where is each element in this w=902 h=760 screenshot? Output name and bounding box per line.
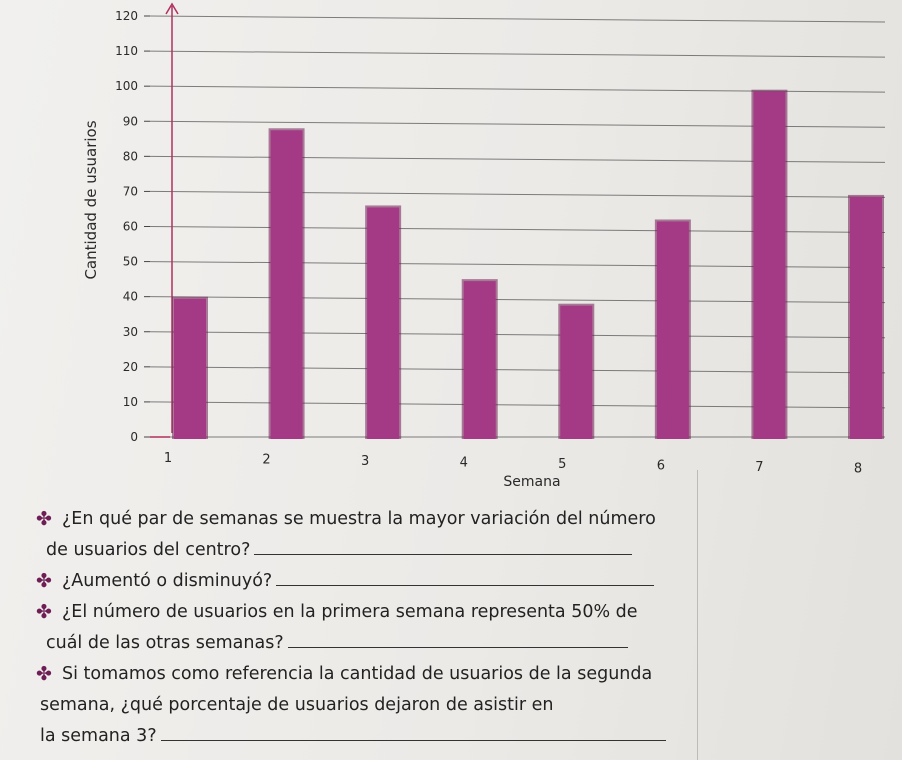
x-tick-label: 7 [755, 460, 763, 475]
question-text: cuál de las otras semanas? [46, 633, 284, 653]
bar [174, 298, 206, 439]
y-tick-label: 30 [123, 325, 138, 339]
y-tick-label: 0 [130, 430, 138, 444]
x-tick-label: 1 [164, 451, 172, 466]
answer-blank[interactable] [254, 553, 633, 555]
answer-blank[interactable] [276, 584, 655, 586]
question-list: ✤ ¿En qué par de semanas se muestra la m… [0, 505, 700, 755]
y-tick-label: 120 [115, 9, 138, 23]
question-text: ¿Aumentó o disminuyó? [62, 567, 655, 596]
y-tick-label: 70 [123, 184, 138, 198]
bullet-icon: ✤ [36, 508, 52, 530]
bullet-icon: ✤ [36, 601, 52, 623]
question-text: cuál de las otras semanas? [46, 629, 628, 658]
question-text: la semana 3? [40, 722, 666, 751]
answer-blank[interactable] [287, 646, 628, 648]
bar [270, 130, 303, 439]
chart-bars [172, 89, 884, 440]
gridline [149, 15, 886, 23]
question-text: ¿En qué par de semanas se muestra la may… [62, 509, 656, 529]
y-tick-label: 110 [115, 44, 138, 58]
x-tick-label: 3 [361, 454, 369, 469]
question-text: de usuarios del centro? [46, 536, 633, 565]
page-margin-line [697, 470, 698, 760]
x-tick-labels: 1 2 3 4 5 6 7 8 [164, 451, 862, 477]
question-text: de usuarios del centro? [46, 540, 251, 560]
x-tick-label: 8 [854, 462, 862, 477]
question-text: la semana 3? [40, 726, 157, 746]
x-tick-label: 2 [262, 453, 270, 468]
question-text: semana, ¿qué porcentaje de usuarios deja… [40, 695, 554, 715]
x-tick-label: 5 [558, 457, 566, 472]
bullet-icon: ✤ [36, 570, 52, 592]
bar-chart: 0 10 20 30 40 50 60 70 80 90 100 110 120 1 2 3 4 5 6 7 8 Ca… [82, 2, 886, 490]
y-tick-label: 90 [123, 114, 138, 128]
bar [753, 91, 786, 440]
y-tick-label: 40 [123, 290, 138, 304]
y-tick-label: 10 [123, 395, 138, 409]
x-axis-label: Semana [503, 474, 560, 490]
y-tick-labels: 0 10 20 30 40 50 60 70 80 90 100 110 120 [115, 9, 138, 444]
question-text: ¿El número de usuarios en la primera sem… [62, 602, 638, 622]
y-tick-label: 60 [123, 220, 138, 234]
y-axis-arrow [165, 2, 179, 15]
y-tick-label: 80 [123, 149, 138, 163]
bar [367, 207, 400, 439]
x-tick-label: 6 [657, 459, 665, 474]
y-tick-label: 50 [123, 255, 138, 269]
answer-blank[interactable] [160, 739, 666, 741]
bar [560, 305, 593, 439]
bullet-icon: ✤ [36, 663, 52, 685]
gridline [149, 50, 886, 58]
question-text: Si tomamos como referencia la cantidad d… [62, 664, 653, 684]
y-axis-label: Cantidad de usuarios [82, 120, 100, 279]
x-tick-label: 4 [460, 456, 468, 471]
bar [656, 221, 689, 439]
bar [850, 196, 882, 439]
y-tick-label: 20 [123, 360, 138, 374]
question-text: ¿Aumentó o disminuyó? [62, 571, 273, 591]
y-tick-label: 100 [115, 79, 138, 93]
bar [463, 281, 496, 439]
